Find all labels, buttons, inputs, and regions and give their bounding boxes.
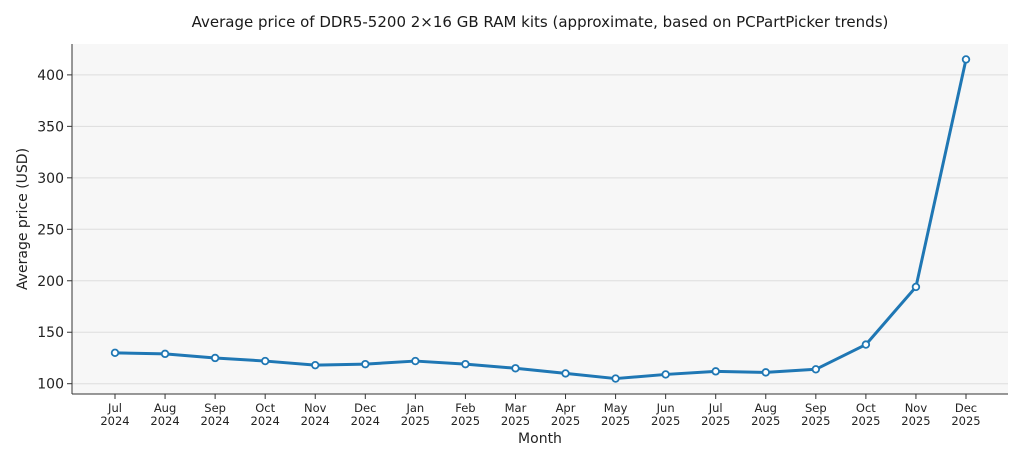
- x-tick-label: Feb 2025: [451, 401, 480, 428]
- data-point: [561, 369, 570, 378]
- axes: [67, 44, 1008, 399]
- plot-area: [72, 44, 1008, 394]
- x-tick-label: Jun 2025: [651, 401, 680, 428]
- data-point: [361, 359, 370, 369]
- y-tick-label: 150: [37, 325, 64, 341]
- data-point: [461, 359, 470, 369]
- data-point: [761, 368, 770, 377]
- series-line: [113, 57, 968, 381]
- x-tick-label: Jul 2024: [100, 401, 129, 428]
- data-point: [210, 353, 220, 363]
- data-point: [711, 367, 720, 376]
- data-point: [260, 356, 270, 366]
- x-tick-label: Aug 2025: [751, 401, 780, 428]
- y-tick-label: 200: [37, 274, 64, 290]
- x-tick-label: Jan 2025: [401, 401, 430, 428]
- data-point: [911, 282, 921, 292]
- x-tick-label: Nov 2024: [301, 401, 330, 428]
- x-tick-label: Aug 2024: [150, 401, 179, 428]
- data-point: [611, 374, 620, 383]
- y-tick-label: 400: [37, 68, 64, 84]
- series: [110, 55, 971, 383]
- y-axis-label: Average price (USD): [15, 148, 31, 290]
- x-tick-label: May 2025: [601, 401, 630, 428]
- data-point: [811, 365, 821, 374]
- x-tick-label: Apr 2025: [551, 401, 580, 428]
- data-point: [511, 364, 520, 373]
- x-tick-label: Oct 2025: [851, 401, 880, 428]
- x-tick-label: Oct 2024: [251, 401, 280, 428]
- x-tick-label: Jul 2025: [701, 401, 730, 428]
- x-tick-label: Sep 2025: [801, 401, 830, 428]
- data-point: [961, 55, 971, 64]
- y-tick-label: 350: [37, 119, 64, 135]
- data-point: [861, 340, 871, 349]
- y-tick-label: 300: [37, 171, 64, 187]
- x-tick-label: Nov 2025: [901, 401, 930, 428]
- x-tick-label: Sep 2024: [200, 401, 229, 428]
- data-point: [160, 349, 170, 359]
- x-tick-label: Mar 2025: [501, 401, 530, 428]
- x-tick-label: Dec 2025: [951, 401, 980, 428]
- chart-title: Average price of DDR5-5200 2×16 GB RAM k…: [192, 13, 889, 31]
- x-axis-label: Month: [518, 431, 562, 447]
- gridlines: [72, 74, 1008, 385]
- data-point: [110, 348, 120, 358]
- y-tick-label: 100: [37, 377, 64, 393]
- y-tick-labels: 100 150 200 250 300 350 400: [37, 68, 64, 393]
- data-point: [661, 370, 670, 379]
- data-point: [411, 356, 420, 366]
- x-tick-label: Dec 2024: [351, 401, 380, 428]
- x-tick-labels: Jul 2024 Aug 2024 Sep 2024 Oct 2024 Nov 2024 Dec 20…: [100, 401, 980, 428]
- data-point: [311, 360, 320, 370]
- y-tick-label: 250: [37, 222, 64, 238]
